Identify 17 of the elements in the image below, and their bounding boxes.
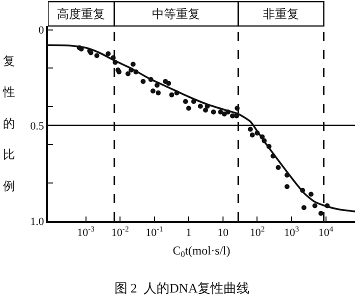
x-tick-label: 1 [186,226,192,239]
text: 非重复 [263,7,299,21]
x-tick-label: 10$^{-3}$ [77,224,95,239]
text: 复性的比例 [3,54,15,193]
y-tick-label: 1.0 [30,216,45,228]
x-tick-label: 10 [217,226,229,239]
x-tick-label: 10$^{2}$ [250,224,265,239]
y-tick-label: 0.5 [30,120,45,132]
y-tick-label: 0 [38,24,45,37]
text: 图 2 人的DNA复性曲线 [114,280,250,296]
x-axis-title: C$_{0}$t(mol·s/l) [172,243,230,259]
text: 高度重复 [57,7,105,21]
x-tick-label: 10$^{-2}$ [111,224,129,239]
x-tick-label: 10$^{3}$ [284,224,300,239]
x-tick-label: 10$^{-1}$ [146,224,164,239]
x-tick-label: 10$^{4}$ [318,224,334,239]
text: 中等重复 [152,7,200,21]
